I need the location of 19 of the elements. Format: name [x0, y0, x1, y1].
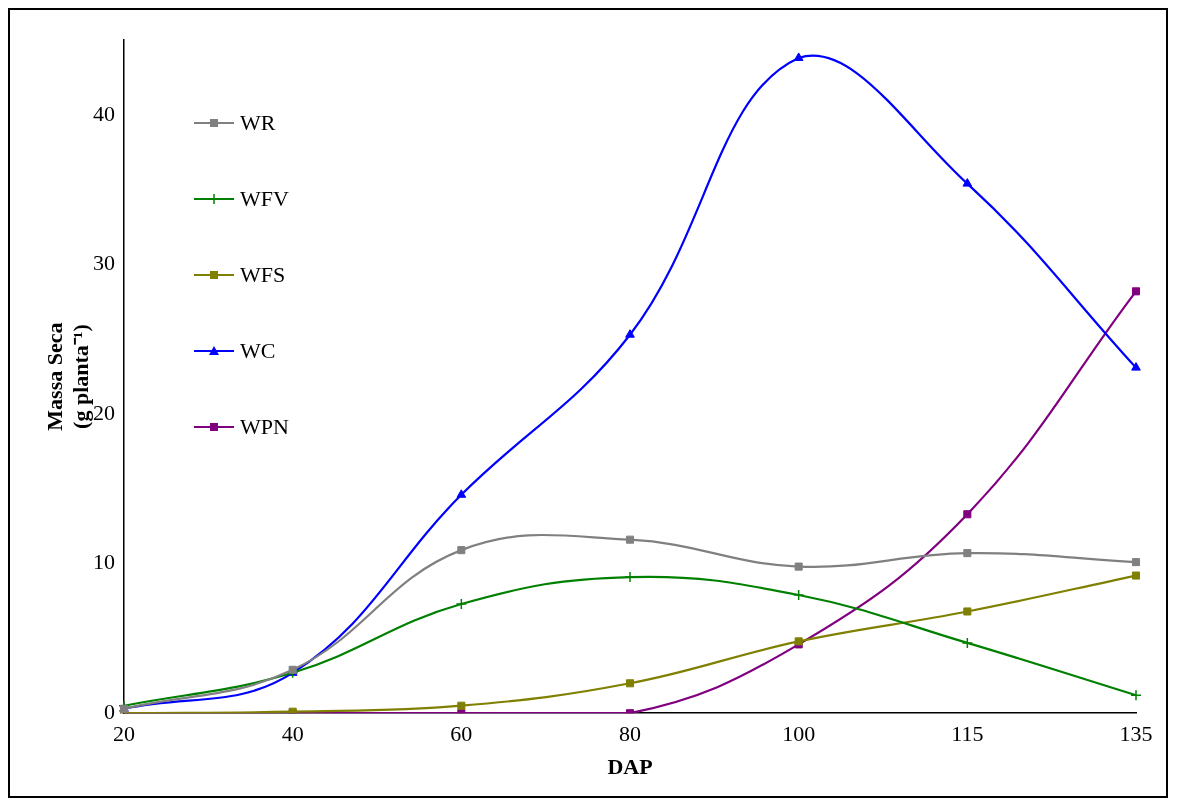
y-tick-label: 0 — [104, 698, 115, 724]
y-tick-label: 40 — [93, 100, 115, 126]
legend-label: WC — [240, 338, 276, 364]
x-tick-label: 135 — [1119, 721, 1153, 747]
x-tick-label: 40 — [281, 721, 304, 747]
x-tick-label: 80 — [619, 721, 641, 747]
x-tick-label: 100 — [782, 721, 816, 747]
y-tick-label: 30 — [93, 250, 115, 276]
legend-label: WR — [240, 110, 276, 136]
y-axis-title: Massa Seca (g planta⁻¹) — [42, 322, 93, 431]
legend-label: WFV — [240, 186, 289, 212]
x-tick-label: 60 — [450, 721, 473, 747]
x-axis-title: DAP — [607, 754, 653, 780]
legend-label: WPN — [240, 414, 289, 440]
legend-label: WFS — [240, 262, 286, 288]
x-tick-label: 115 — [951, 721, 984, 747]
y-tick-label: 20 — [93, 399, 115, 425]
x-tick-label: 20 — [113, 721, 135, 747]
y-tick-label: 10 — [93, 549, 115, 575]
